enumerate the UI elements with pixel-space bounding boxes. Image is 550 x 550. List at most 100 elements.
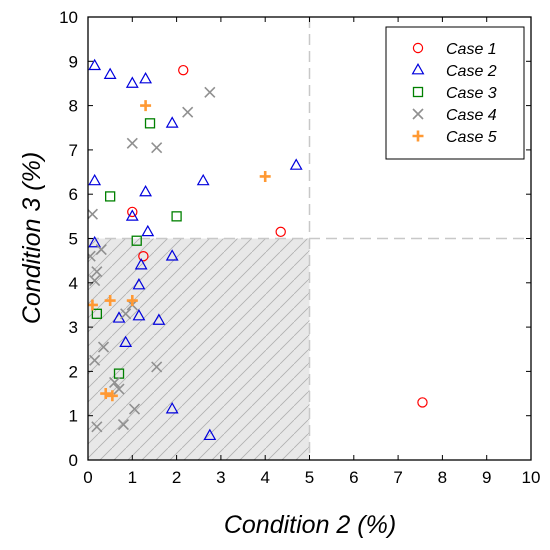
- data-point: [106, 390, 118, 402]
- data-point: [259, 170, 271, 182]
- data-point: [88, 299, 98, 311]
- data-point: [91, 266, 103, 278]
- data-point: [89, 354, 101, 366]
- x-tick-label: 4: [260, 468, 269, 487]
- data-point: [289, 158, 303, 170]
- legend-marker: [412, 86, 424, 98]
- data-point: [144, 118, 156, 129]
- data-point: [139, 71, 153, 84]
- series-case-4: [88, 86, 216, 433]
- x-tick-label: 2: [172, 468, 181, 487]
- data-point: [165, 116, 179, 128]
- legend-box: [385, 26, 525, 160]
- legend-label: Case 3: [446, 85, 497, 102]
- series-case-5: [88, 100, 271, 402]
- x-tick-label: 10: [522, 468, 541, 487]
- data-point: [125, 209, 139, 221]
- legend-label: Case 2: [446, 63, 497, 80]
- data-point: [88, 173, 102, 186]
- data-point: [204, 86, 216, 98]
- legend-marker: [412, 42, 424, 54]
- y-tick-label: 1: [69, 407, 78, 426]
- y-tick-label: 7: [69, 141, 78, 160]
- legend-label: Case 5: [446, 129, 497, 146]
- x-tick-label: 6: [349, 468, 358, 487]
- data-point: [196, 173, 210, 186]
- data-point: [140, 100, 152, 112]
- data-point: [139, 184, 153, 197]
- x-tick-label: 3: [216, 468, 225, 487]
- legend-item: Case 5: [412, 129, 497, 146]
- data-point: [134, 258, 148, 270]
- y-tick-label: 9: [69, 52, 78, 71]
- data-point: [127, 206, 138, 218]
- data-point: [151, 142, 163, 154]
- legend-label: Case 1: [446, 41, 497, 58]
- series-case-1: [127, 64, 428, 408]
- data-point: [275, 226, 286, 238]
- y-tick-label: 6: [69, 185, 78, 204]
- legend-marker: [411, 62, 425, 75]
- series-case-2: [88, 58, 303, 441]
- data-point: [138, 251, 149, 262]
- data-point: [151, 361, 163, 373]
- data-point: [95, 244, 107, 256]
- x-tick-label: 1: [128, 468, 137, 487]
- data-point: [91, 308, 103, 319]
- x-tick-label: 8: [438, 468, 447, 487]
- data-point: [128, 403, 141, 415]
- data-point: [91, 421, 103, 433]
- legend: Case 1 Case 2 Case 3 Case 4 Case 5: [385, 26, 525, 160]
- data-point: [132, 309, 146, 321]
- data-point: [113, 383, 125, 395]
- y-tick-label: 5: [69, 230, 78, 249]
- data-point: [126, 295, 138, 307]
- threshold-lines-layer: [88, 17, 531, 460]
- data-point: [152, 313, 166, 325]
- data-point: [203, 428, 217, 441]
- data-point: [100, 388, 112, 400]
- x-axis-label: Condition 2 (%): [224, 511, 396, 539]
- legend-item: Case 1: [412, 41, 497, 58]
- data-point: [88, 235, 102, 248]
- x-tick-label: 9: [482, 468, 491, 487]
- data-point: [109, 376, 121, 389]
- data-point: [119, 335, 133, 348]
- data-point: [104, 295, 116, 307]
- data-point: [171, 211, 182, 222]
- data-point: [88, 58, 102, 71]
- y-axis-label: Condition 3 (%): [18, 152, 46, 324]
- data-point: [178, 64, 189, 76]
- data-point: [88, 250, 96, 262]
- data-point: [182, 106, 194, 118]
- legend-item: Case 4: [412, 107, 497, 124]
- y-tick-label: 2: [69, 362, 78, 381]
- data-point: [126, 137, 138, 149]
- data-point: [132, 277, 146, 290]
- legend-marker: [412, 130, 424, 142]
- data-point: [165, 249, 179, 261]
- data-point: [131, 235, 142, 246]
- legend-item: Case 2: [411, 62, 497, 80]
- y-tick-label: 8: [69, 97, 78, 116]
- x-tick-label: 5: [305, 468, 314, 487]
- series-case-3: [91, 118, 182, 379]
- data-point: [105, 191, 116, 202]
- x-tick-label: 7: [393, 468, 402, 487]
- data-point: [88, 208, 98, 220]
- legend-label: Case 4: [446, 107, 497, 124]
- data-point: [97, 341, 110, 353]
- data-point: [103, 67, 117, 79]
- x-tick-label: 0: [83, 468, 92, 487]
- axis-ticks-layer: 0 1 2 3 4 5 6 7 8 9 10 0 1 2 3 4 5 6 7 8 9 10: [59, 8, 540, 487]
- legend-item: Case 3: [412, 85, 497, 102]
- y-tick-label: 4: [69, 274, 78, 293]
- data-point: [89, 275, 101, 287]
- data-point: [165, 402, 179, 414]
- y-tick-label: 0: [69, 451, 78, 470]
- y-tick-label: 3: [69, 318, 78, 337]
- legend-marker: [412, 108, 424, 120]
- data-points-layer: [88, 58, 428, 441]
- data-point: [120, 308, 132, 320]
